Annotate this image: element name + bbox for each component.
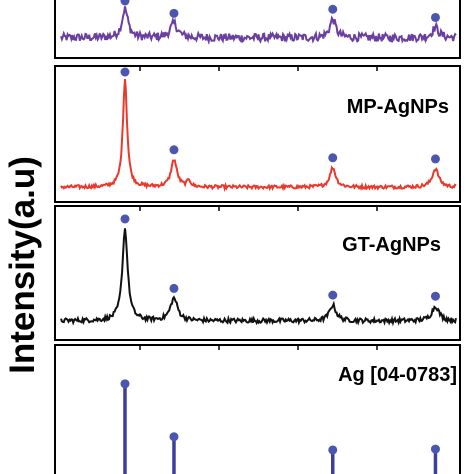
peak-marker-mp-2 <box>328 153 338 163</box>
panel-label-ref: Ag [04-0783] <box>338 364 457 386</box>
peak-marker-top-0 <box>120 0 130 6</box>
panel-frame-ref <box>54 344 461 474</box>
panel-frame-gt <box>54 205 461 341</box>
panel-label-gt: GT-AgNPs <box>342 234 441 256</box>
peak-marker-top-2 <box>328 4 338 14</box>
peak-marker-gt-1 <box>169 283 179 293</box>
peak-marker-mp-1 <box>169 145 179 155</box>
spectrum-mp <box>60 79 457 193</box>
reference-stick-marker-1 <box>169 432 179 442</box>
peak-marker-mp-3 <box>430 154 440 164</box>
reference-stick-marker-2 <box>328 445 338 455</box>
peak-marker-mp-0 <box>120 67 130 77</box>
peak-marker-top-1 <box>169 8 179 18</box>
panels: MP-AgNPs GT-AgNPs Ag [04-0783] <box>54 0 461 474</box>
peak-marker-gt-3 <box>430 291 440 301</box>
reference-stick-marker-0 <box>120 379 130 389</box>
panel-frame-top <box>54 0 461 59</box>
spectrum-top <box>60 6 457 46</box>
reference-stick-marker-3 <box>430 444 440 454</box>
peak-marker-gt-0 <box>120 214 130 224</box>
y-axis-label: Intensity(a.u) <box>3 156 42 374</box>
panel-frame-mp <box>54 65 461 203</box>
spectrum-gt <box>60 228 457 327</box>
peak-marker-top-3 <box>430 12 440 22</box>
peak-marker-gt-2 <box>328 290 338 300</box>
panel-label-mp: MP-AgNPs <box>347 96 449 118</box>
